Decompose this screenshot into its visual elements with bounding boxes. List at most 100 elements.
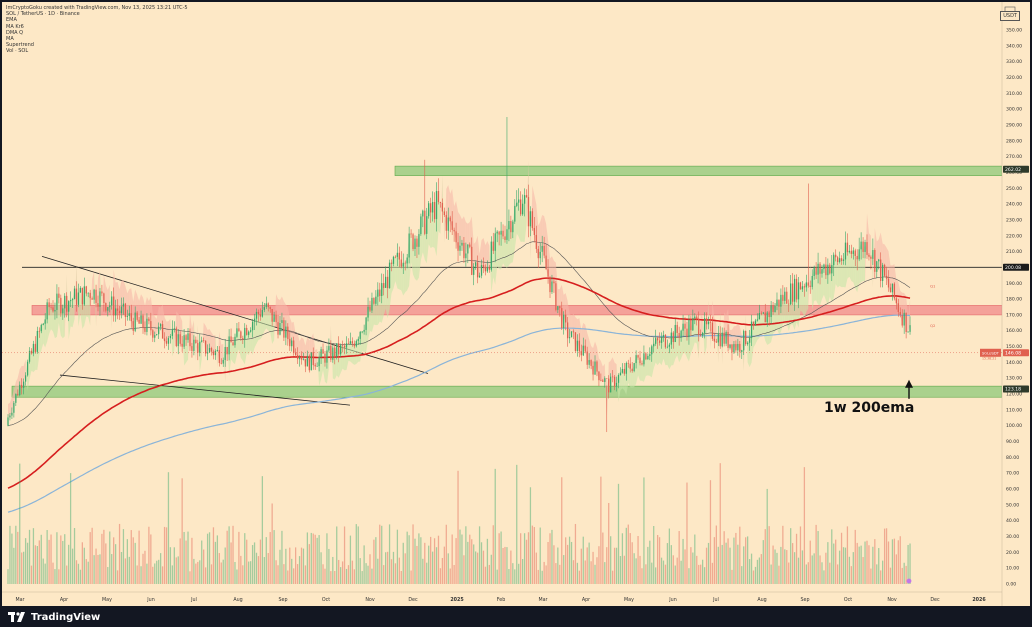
supertrend-fill <box>43 319 46 348</box>
candle-body <box>390 262 393 264</box>
candle-body <box>795 278 798 300</box>
volume-bar <box>541 570 543 584</box>
indicator-ma-kr6[interactable]: MA Kr6 <box>6 23 24 30</box>
volume-bar <box>611 570 614 584</box>
volume-bar <box>212 527 215 584</box>
candle-body <box>431 201 434 213</box>
candle-body <box>447 217 449 231</box>
volume-bar <box>703 567 706 584</box>
symbol-line[interactable]: SOL / TetherUS · 1D · Binance <box>6 11 80 18</box>
candle-body <box>159 324 162 327</box>
volume-bar <box>670 545 672 584</box>
indicator-supertrend[interactable]: Supertrend <box>6 42 34 49</box>
supertrend-fill <box>144 296 147 332</box>
volume-bar <box>226 530 228 584</box>
volume-bar <box>735 532 737 584</box>
candle-body <box>578 340 580 352</box>
supertrend-fill <box>256 311 259 344</box>
volume-bar <box>613 547 616 584</box>
candle-body <box>175 328 177 347</box>
candle-body <box>62 308 64 314</box>
volume-bar <box>375 537 377 584</box>
candle-body <box>19 384 21 396</box>
volume-bar <box>165 527 168 584</box>
volume-bar <box>7 569 9 584</box>
candle-body <box>559 306 561 309</box>
volume-bar <box>790 528 792 584</box>
candle-body <box>38 330 40 332</box>
volume-bar <box>277 565 279 584</box>
volume-bar <box>435 547 438 584</box>
volume-bar <box>38 540 40 584</box>
volume-bar <box>471 539 473 584</box>
supertrend-fill <box>182 321 185 366</box>
candle-body <box>355 340 357 347</box>
candle-body <box>263 307 265 311</box>
candle-body <box>461 242 463 246</box>
candle-body <box>224 346 226 360</box>
supertrend-fill <box>209 329 212 352</box>
chart-area[interactable]: 350.00 340.00 330.00 320.00 310.00 300.00 290.… <box>2 2 1030 606</box>
indicator-ma[interactable]: MA <box>6 36 14 43</box>
y-tick-label: 40.00 <box>1006 518 1019 524</box>
candle-body <box>887 278 890 288</box>
volume-bar <box>480 542 483 584</box>
volume-bar <box>42 558 44 584</box>
volume-bar <box>852 552 854 584</box>
volume-bar <box>445 524 447 584</box>
candle-body <box>611 376 614 378</box>
tradingview-logo[interactable]: TradingView <box>8 611 100 623</box>
supertrend-fill <box>49 307 52 335</box>
supertrend-fill <box>362 329 365 353</box>
volume-bar <box>893 538 896 584</box>
supertrend-fill <box>225 332 228 383</box>
volume-bar <box>146 563 148 584</box>
volume-bar <box>506 547 508 584</box>
candle-body <box>686 328 688 338</box>
candle-body <box>705 318 708 325</box>
supertrend-fill <box>622 368 625 391</box>
price-tag-bg <box>980 348 1001 357</box>
volume-bar <box>236 569 238 584</box>
volume-bar <box>543 561 545 584</box>
candle-body <box>827 264 829 276</box>
indicator-dma[interactable]: DMA Q <box>6 29 24 36</box>
indicator-volume[interactable]: Vol · SOL <box>6 48 29 55</box>
volume-bar <box>502 547 504 584</box>
candle-body <box>719 333 721 347</box>
x-tick-label: Jul <box>190 597 197 603</box>
volume-bar <box>461 534 463 584</box>
event-marker-icon[interactable] <box>906 578 912 584</box>
candle-body <box>257 311 260 315</box>
volume-bar <box>619 556 622 584</box>
volume-bar <box>723 531 725 584</box>
volume-bar <box>210 564 213 584</box>
volume-bar <box>478 526 481 584</box>
candle-body <box>588 360 590 365</box>
candle-body <box>422 210 424 217</box>
volume-bar <box>17 531 19 584</box>
candle-body <box>909 325 911 332</box>
candle-body <box>183 335 185 347</box>
supertrend-fill <box>166 321 169 344</box>
candle-body <box>813 267 815 276</box>
candle-body <box>883 264 886 276</box>
volume-bar <box>838 550 841 584</box>
supertrend-fill <box>853 250 856 289</box>
volume-bar <box>404 553 406 584</box>
volume-bar <box>874 539 876 584</box>
y-tick-label: 100.00 <box>1006 423 1022 429</box>
indicator-ema[interactable]: EMA <box>6 17 17 24</box>
volume-bar <box>512 563 514 584</box>
volume-bar <box>508 569 510 584</box>
price-chart[interactable]: 350.00 340.00 330.00 320.00 310.00 300.00 290.… <box>2 2 1030 606</box>
candle-body <box>492 241 494 251</box>
volume-bar <box>367 565 369 584</box>
candle-body <box>449 217 451 222</box>
candle-body <box>723 332 725 344</box>
candle-body <box>565 314 567 323</box>
candle-body <box>786 291 788 304</box>
volume-bar <box>312 533 314 584</box>
volume-bar <box>475 551 477 584</box>
candle-body <box>880 259 882 281</box>
